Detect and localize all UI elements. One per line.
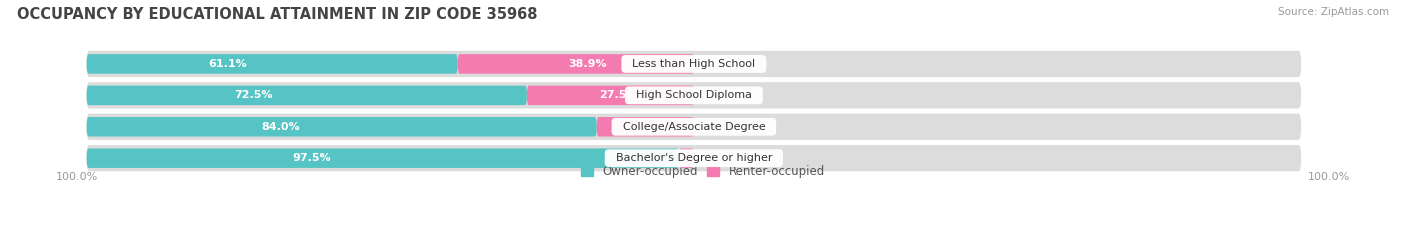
Text: 100.0%: 100.0% (56, 172, 98, 182)
Text: 61.1%: 61.1% (208, 59, 247, 69)
FancyBboxPatch shape (87, 54, 458, 74)
FancyBboxPatch shape (679, 148, 695, 168)
Text: 97.5%: 97.5% (292, 153, 330, 163)
FancyBboxPatch shape (87, 117, 596, 137)
FancyBboxPatch shape (87, 148, 679, 168)
Text: 38.9%: 38.9% (568, 59, 607, 69)
Legend: Owner-occupied, Renter-occupied: Owner-occupied, Renter-occupied (576, 160, 830, 183)
Text: High School Diploma: High School Diploma (628, 90, 759, 100)
Text: Source: ZipAtlas.com: Source: ZipAtlas.com (1278, 7, 1389, 17)
Text: 100.0%: 100.0% (1308, 172, 1350, 182)
Text: 27.5%: 27.5% (599, 90, 638, 100)
FancyBboxPatch shape (87, 145, 1301, 171)
FancyBboxPatch shape (87, 51, 1301, 77)
Text: 2.5%: 2.5% (706, 153, 737, 163)
Text: 84.0%: 84.0% (262, 122, 299, 132)
FancyBboxPatch shape (87, 86, 527, 105)
Text: Bachelor's Degree or higher: Bachelor's Degree or higher (609, 153, 779, 163)
FancyBboxPatch shape (527, 86, 695, 105)
Text: Less than High School: Less than High School (626, 59, 762, 69)
Text: College/Associate Degree: College/Associate Degree (616, 122, 772, 132)
Text: 16.0%: 16.0% (631, 122, 669, 132)
FancyBboxPatch shape (458, 54, 695, 74)
Text: OCCUPANCY BY EDUCATIONAL ATTAINMENT IN ZIP CODE 35968: OCCUPANCY BY EDUCATIONAL ATTAINMENT IN Z… (17, 7, 537, 22)
FancyBboxPatch shape (596, 117, 695, 137)
Text: 72.5%: 72.5% (235, 90, 273, 100)
FancyBboxPatch shape (87, 114, 1301, 140)
FancyBboxPatch shape (87, 82, 1301, 109)
